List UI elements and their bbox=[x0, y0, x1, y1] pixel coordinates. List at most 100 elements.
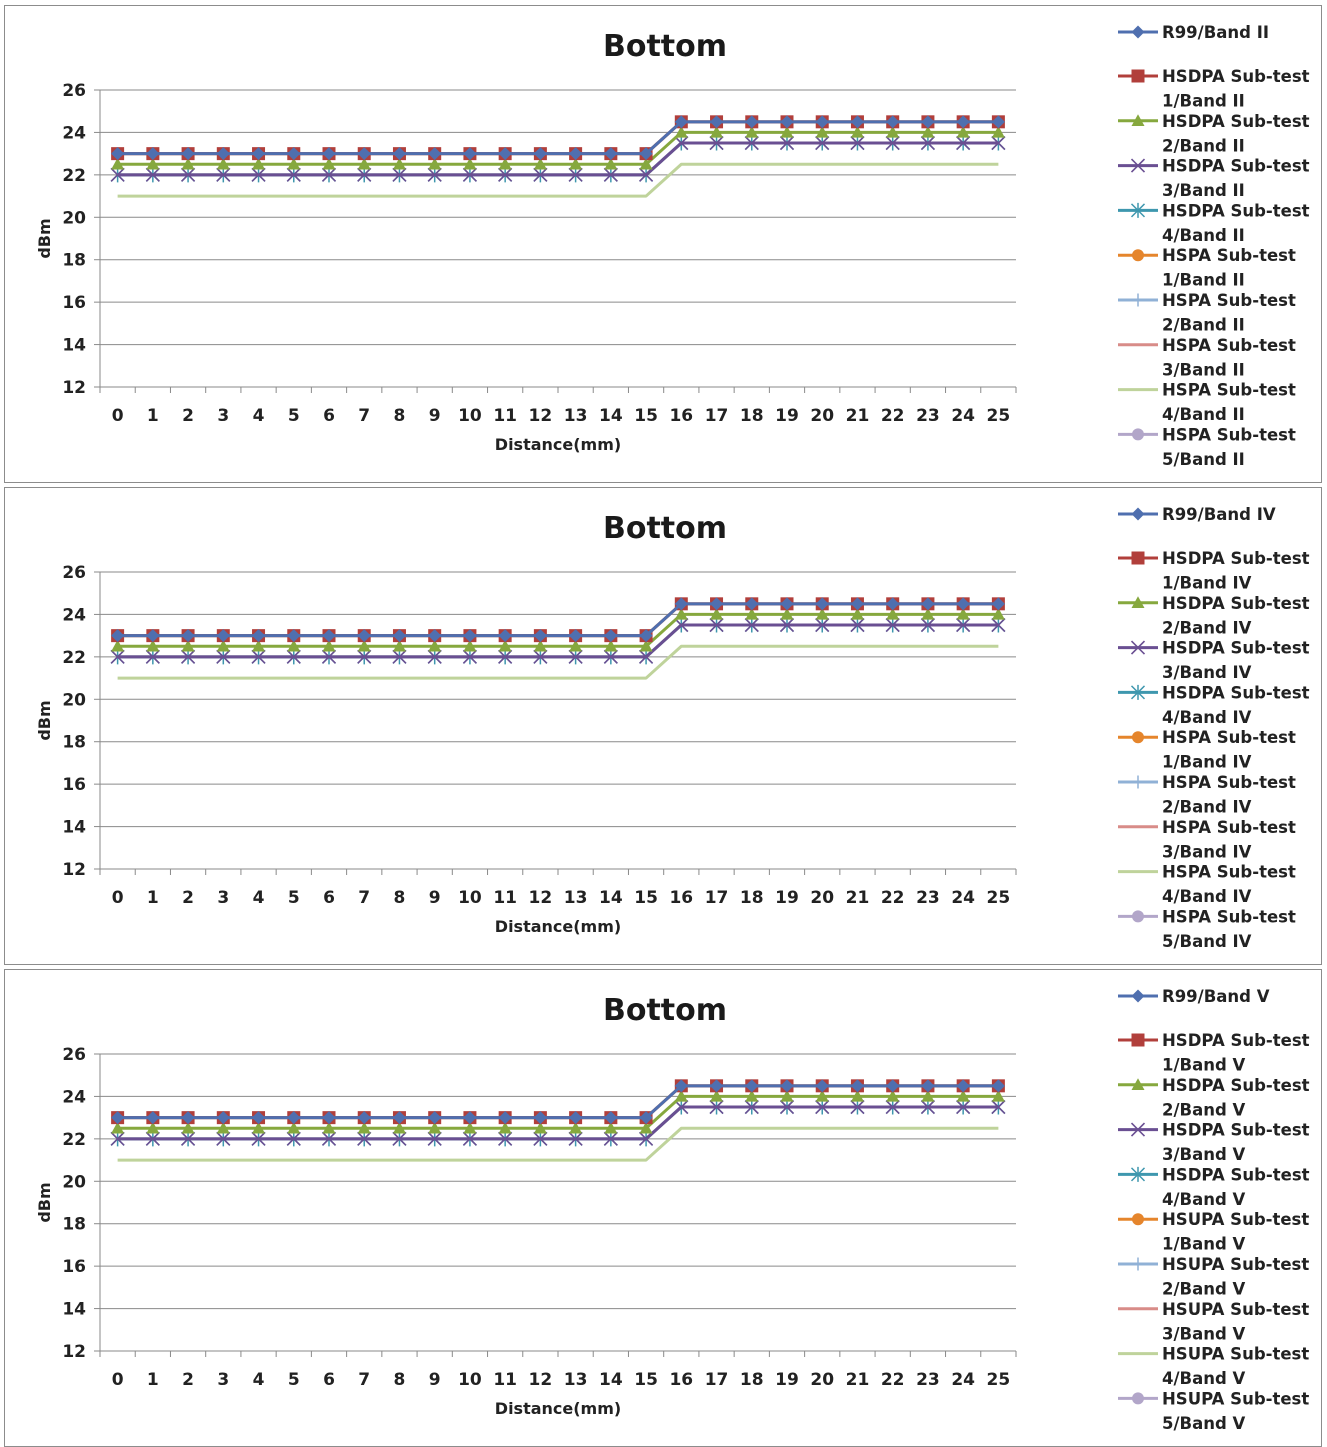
legend-label: HSPA Sub-test 5/Band IV bbox=[1162, 907, 1296, 951]
data-point bbox=[321, 167, 337, 182]
legend-marker bbox=[1131, 114, 1145, 126]
series-line bbox=[117, 623, 999, 659]
data-point bbox=[287, 147, 301, 161]
x-tick-label: 11 bbox=[493, 406, 517, 426]
data-point bbox=[322, 629, 336, 643]
y-tick-label: 18 bbox=[62, 251, 86, 271]
data-point bbox=[357, 639, 371, 652]
legend-marker bbox=[1131, 293, 1145, 307]
x-tick-label: 21 bbox=[846, 406, 870, 426]
x-tick-label: 19 bbox=[775, 888, 799, 908]
data-point bbox=[815, 1099, 830, 1115]
data-point bbox=[639, 1111, 653, 1125]
series-line bbox=[117, 644, 999, 680]
data-point bbox=[886, 115, 900, 129]
data-point bbox=[815, 135, 830, 151]
data-point bbox=[463, 629, 477, 643]
x-tick-label: 7 bbox=[358, 888, 370, 908]
data-point bbox=[252, 629, 266, 643]
legend-label: HSDPA Sub-test 3/Band II bbox=[1162, 157, 1310, 201]
series-line bbox=[117, 1105, 999, 1141]
data-point bbox=[956, 1099, 971, 1115]
legend-label: HSDPA Sub-test 1/Band II bbox=[1162, 67, 1310, 111]
data-point bbox=[886, 125, 900, 138]
data-point bbox=[603, 167, 618, 182]
data-point bbox=[710, 1089, 724, 1102]
data-point bbox=[569, 157, 583, 170]
data-point bbox=[181, 1121, 195, 1134]
data-point bbox=[639, 629, 653, 643]
data-point bbox=[991, 115, 1005, 129]
x-tick-label: 23 bbox=[916, 406, 940, 426]
data-point bbox=[357, 1131, 372, 1146]
data-point bbox=[920, 617, 935, 633]
x-tick-label: 15 bbox=[634, 406, 658, 426]
data-point bbox=[533, 649, 548, 664]
data-point bbox=[181, 639, 195, 652]
data-point bbox=[533, 1121, 547, 1134]
data-point bbox=[251, 167, 266, 182]
x-tick-label: 9 bbox=[429, 1370, 441, 1390]
data-point bbox=[991, 1089, 1005, 1102]
data-point bbox=[498, 639, 512, 652]
data-point bbox=[428, 147, 442, 161]
data-point bbox=[745, 115, 759, 129]
data-point bbox=[286, 649, 301, 664]
x-tick-label: 22 bbox=[881, 888, 905, 908]
series-line bbox=[117, 162, 999, 198]
legend-label: R99/Band IV bbox=[1162, 505, 1276, 524]
legend-marker bbox=[1131, 989, 1145, 1003]
legend-label: HSUPA Sub-test 2/Band V bbox=[1162, 1255, 1309, 1299]
series-8 bbox=[117, 141, 999, 177]
legend-label: HSPA Sub-test 2/Band II bbox=[1162, 291, 1296, 335]
data-point bbox=[780, 115, 794, 129]
x-tick-label: 3 bbox=[217, 406, 229, 426]
y-tick-label: 16 bbox=[62, 293, 86, 313]
data-point bbox=[111, 147, 125, 161]
x-tick-label: 14 bbox=[599, 1370, 623, 1390]
data-point bbox=[780, 1089, 794, 1102]
series-9 bbox=[117, 644, 999, 680]
data-point bbox=[427, 167, 442, 182]
data-point bbox=[357, 167, 372, 182]
y-tick-label: 18 bbox=[62, 733, 86, 753]
data-point bbox=[921, 1089, 935, 1102]
data-point bbox=[991, 607, 1005, 620]
data-point bbox=[322, 147, 336, 161]
data-point bbox=[639, 1131, 654, 1146]
data-point bbox=[779, 617, 795, 633]
series-1 bbox=[111, 1079, 1005, 1125]
data-point bbox=[392, 639, 406, 652]
data-point bbox=[920, 135, 935, 151]
data-point bbox=[287, 157, 301, 170]
data-point bbox=[639, 639, 653, 652]
data-point bbox=[322, 1111, 336, 1125]
data-point bbox=[357, 147, 371, 161]
data-point bbox=[146, 147, 160, 161]
legend-label: HSUPA Sub-test 4/Band V bbox=[1162, 1345, 1309, 1389]
data-point bbox=[780, 125, 794, 138]
x-tick-label: 6 bbox=[323, 406, 335, 426]
x-tick-label: 24 bbox=[951, 888, 975, 908]
data-point bbox=[991, 1099, 1006, 1115]
series-line bbox=[117, 602, 999, 638]
data-point bbox=[709, 135, 724, 151]
data-point bbox=[604, 1121, 618, 1134]
data-point bbox=[604, 157, 618, 170]
data-point bbox=[780, 1079, 794, 1093]
legend-label: HSPA Sub-test 3/Band II bbox=[1162, 336, 1296, 380]
data-point bbox=[639, 147, 653, 161]
data-point bbox=[533, 167, 548, 182]
data-point bbox=[674, 135, 689, 151]
legend-marker bbox=[1131, 551, 1145, 565]
data-point bbox=[780, 597, 794, 611]
x-axis-label: Distance(mm) bbox=[495, 1399, 621, 1418]
data-point bbox=[463, 1111, 477, 1125]
data-point bbox=[357, 157, 371, 170]
data-point bbox=[886, 607, 900, 620]
data-point bbox=[921, 125, 935, 138]
data-point bbox=[569, 639, 583, 652]
series-1 bbox=[111, 597, 1005, 643]
